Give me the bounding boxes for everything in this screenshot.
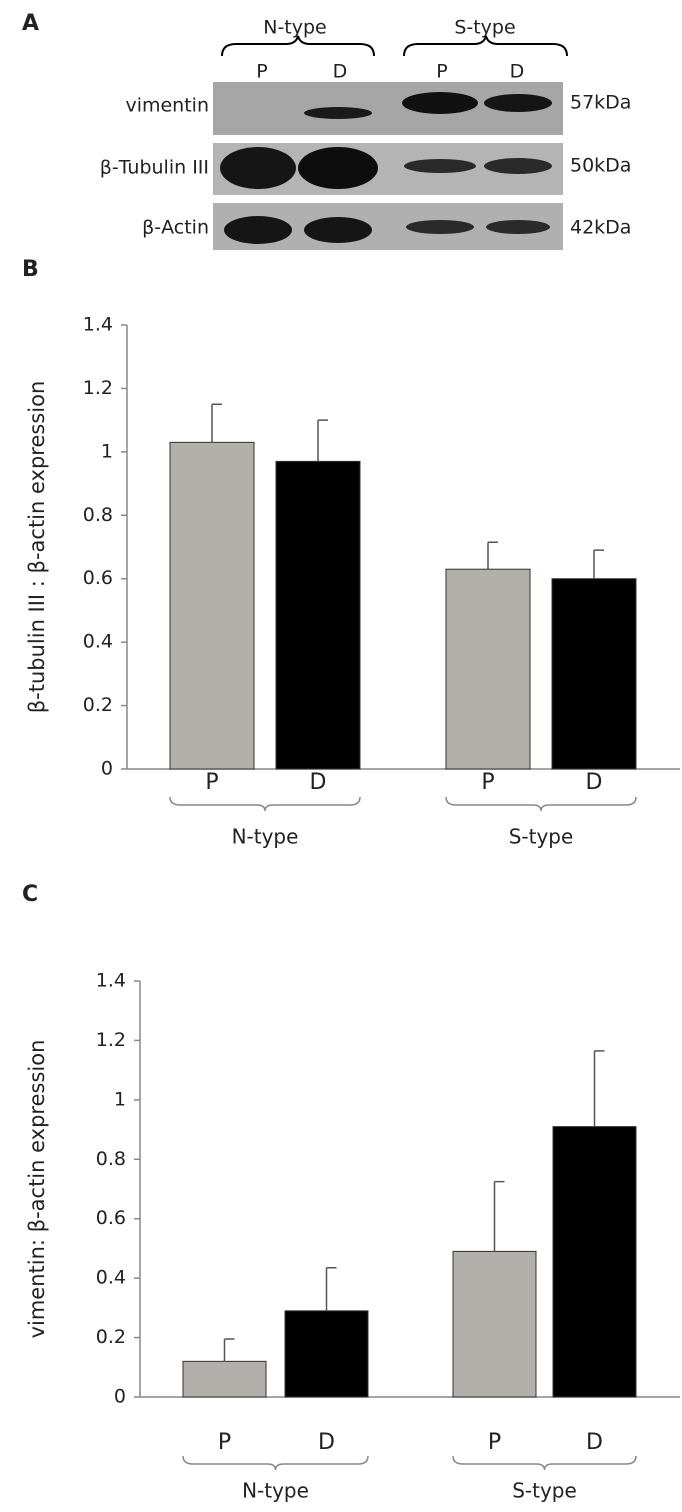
y-tick-label: 0.2 bbox=[83, 694, 113, 716]
x-tick-label: P bbox=[218, 1430, 231, 1455]
band bbox=[402, 92, 478, 114]
error-bar bbox=[225, 1339, 235, 1361]
error-bar bbox=[595, 1051, 605, 1127]
blot-image bbox=[213, 82, 563, 250]
band bbox=[486, 220, 550, 234]
x-tick-label: P bbox=[481, 770, 494, 795]
lane-label: P bbox=[256, 61, 267, 83]
error-bar bbox=[212, 404, 222, 442]
y-tick-label: 1.2 bbox=[83, 377, 113, 399]
x-tick-label: P bbox=[488, 1430, 501, 1455]
lane-label: D bbox=[333, 61, 348, 83]
group-label: S-type bbox=[454, 17, 515, 39]
figure: A N-type S-type P D P D vimentin β-Tubul… bbox=[0, 0, 682, 1508]
y-tick-label: 1.4 bbox=[96, 970, 126, 992]
y-axis-label: β-tubulin III : β-actin expression bbox=[25, 381, 49, 714]
bar bbox=[553, 1127, 636, 1397]
y-tick-label: 0.4 bbox=[83, 631, 113, 653]
brace bbox=[404, 36, 567, 56]
y-tick-label: 1.4 bbox=[83, 314, 113, 336]
band bbox=[404, 159, 476, 173]
bar bbox=[183, 1361, 266, 1397]
panel-label: C bbox=[22, 882, 38, 907]
lane-label: P bbox=[436, 61, 447, 83]
panel-label: B bbox=[22, 257, 39, 282]
lane-label: D bbox=[510, 61, 525, 83]
y-tick-label: 0 bbox=[101, 758, 113, 780]
bar bbox=[170, 442, 254, 769]
band bbox=[304, 217, 372, 243]
group-label: N-type bbox=[263, 17, 327, 39]
brace bbox=[222, 36, 374, 56]
band bbox=[484, 158, 552, 174]
y-tick-label: 0.6 bbox=[96, 1207, 126, 1229]
size-label: 42kDa bbox=[570, 217, 631, 239]
bar bbox=[446, 569, 530, 769]
band bbox=[406, 220, 474, 234]
error-bar bbox=[488, 542, 498, 569]
band bbox=[304, 107, 372, 119]
band bbox=[220, 147, 296, 189]
bar bbox=[552, 579, 636, 769]
x-tick-label: D bbox=[318, 1430, 335, 1455]
group-label: S-type bbox=[509, 825, 574, 849]
group-label: N-type bbox=[242, 1479, 309, 1503]
group-label: S-type bbox=[512, 1479, 577, 1503]
x-tick-label: D bbox=[310, 770, 327, 795]
brace bbox=[453, 1456, 636, 1470]
band bbox=[484, 94, 552, 112]
y-tick-label: 0 bbox=[114, 1386, 126, 1408]
x-tick-label: P bbox=[205, 770, 218, 795]
x-tick-label: D bbox=[586, 770, 603, 795]
y-tick-label: 1.2 bbox=[96, 1029, 126, 1051]
y-axis-label: vimentin: β-actin expression bbox=[25, 1040, 49, 1339]
panel-label: A bbox=[22, 11, 39, 36]
y-tick-label: 0.8 bbox=[83, 504, 113, 526]
y-tick-label: 0.6 bbox=[83, 567, 113, 589]
size-label: 57kDa bbox=[570, 92, 631, 114]
y-tick-label: 1 bbox=[114, 1088, 126, 1110]
band bbox=[224, 216, 292, 244]
error-bar bbox=[327, 1268, 337, 1311]
x-tick-label: D bbox=[586, 1430, 603, 1455]
y-tick-label: 0.2 bbox=[96, 1326, 126, 1348]
error-bar bbox=[594, 550, 604, 579]
y-tick-label: 0.4 bbox=[96, 1267, 126, 1289]
y-tick-label: 0.8 bbox=[96, 1148, 126, 1170]
brace bbox=[183, 1456, 368, 1470]
bar bbox=[453, 1251, 536, 1397]
bar bbox=[285, 1311, 368, 1397]
group-label: N-type bbox=[232, 825, 299, 849]
error-bar bbox=[495, 1182, 505, 1252]
y-tick-label: 1 bbox=[101, 440, 113, 462]
size-label: 50kDa bbox=[570, 155, 631, 177]
protein-label: vimentin bbox=[125, 95, 209, 117]
error-bar bbox=[318, 420, 328, 461]
bar bbox=[276, 461, 360, 769]
protein-label: β-Actin bbox=[142, 217, 209, 239]
protein-label: β-Tubulin III bbox=[100, 157, 209, 179]
band bbox=[298, 147, 378, 189]
brace bbox=[446, 797, 636, 811]
brace bbox=[170, 797, 360, 811]
